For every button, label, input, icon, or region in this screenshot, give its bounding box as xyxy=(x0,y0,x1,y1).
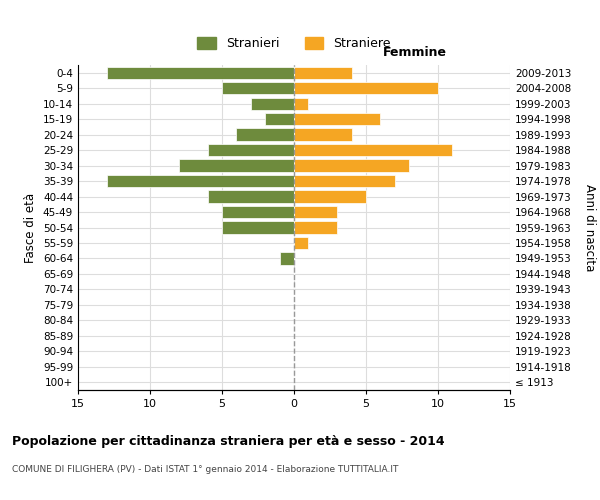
Bar xyxy=(265,113,294,126)
Y-axis label: Anni di nascita: Anni di nascita xyxy=(583,184,596,271)
Bar xyxy=(208,144,294,156)
Bar xyxy=(294,222,337,234)
Text: COMUNE DI FILIGHERA (PV) - Dati ISTAT 1° gennaio 2014 - Elaborazione TUTTITALIA.: COMUNE DI FILIGHERA (PV) - Dati ISTAT 1°… xyxy=(12,465,398,474)
Bar xyxy=(236,128,294,141)
Bar xyxy=(294,237,308,249)
Bar xyxy=(294,98,308,110)
Bar xyxy=(280,252,294,264)
Bar xyxy=(251,98,294,110)
Bar xyxy=(107,66,294,79)
Bar xyxy=(208,190,294,202)
Text: Femmine: Femmine xyxy=(383,46,447,59)
Bar xyxy=(294,82,438,94)
Bar xyxy=(222,82,294,94)
Bar xyxy=(294,113,380,126)
Bar xyxy=(179,160,294,172)
Bar xyxy=(294,66,352,79)
Bar xyxy=(294,175,395,188)
Bar xyxy=(222,206,294,218)
Bar xyxy=(222,222,294,234)
Bar xyxy=(294,144,452,156)
Bar xyxy=(294,128,352,141)
Text: Popolazione per cittadinanza straniera per età e sesso - 2014: Popolazione per cittadinanza straniera p… xyxy=(12,435,445,448)
Bar xyxy=(294,160,409,172)
Legend: Stranieri, Straniere: Stranieri, Straniere xyxy=(192,32,396,55)
Bar xyxy=(294,190,366,202)
Bar xyxy=(294,206,337,218)
Y-axis label: Fasce di età: Fasce di età xyxy=(25,192,37,262)
Bar xyxy=(107,175,294,188)
